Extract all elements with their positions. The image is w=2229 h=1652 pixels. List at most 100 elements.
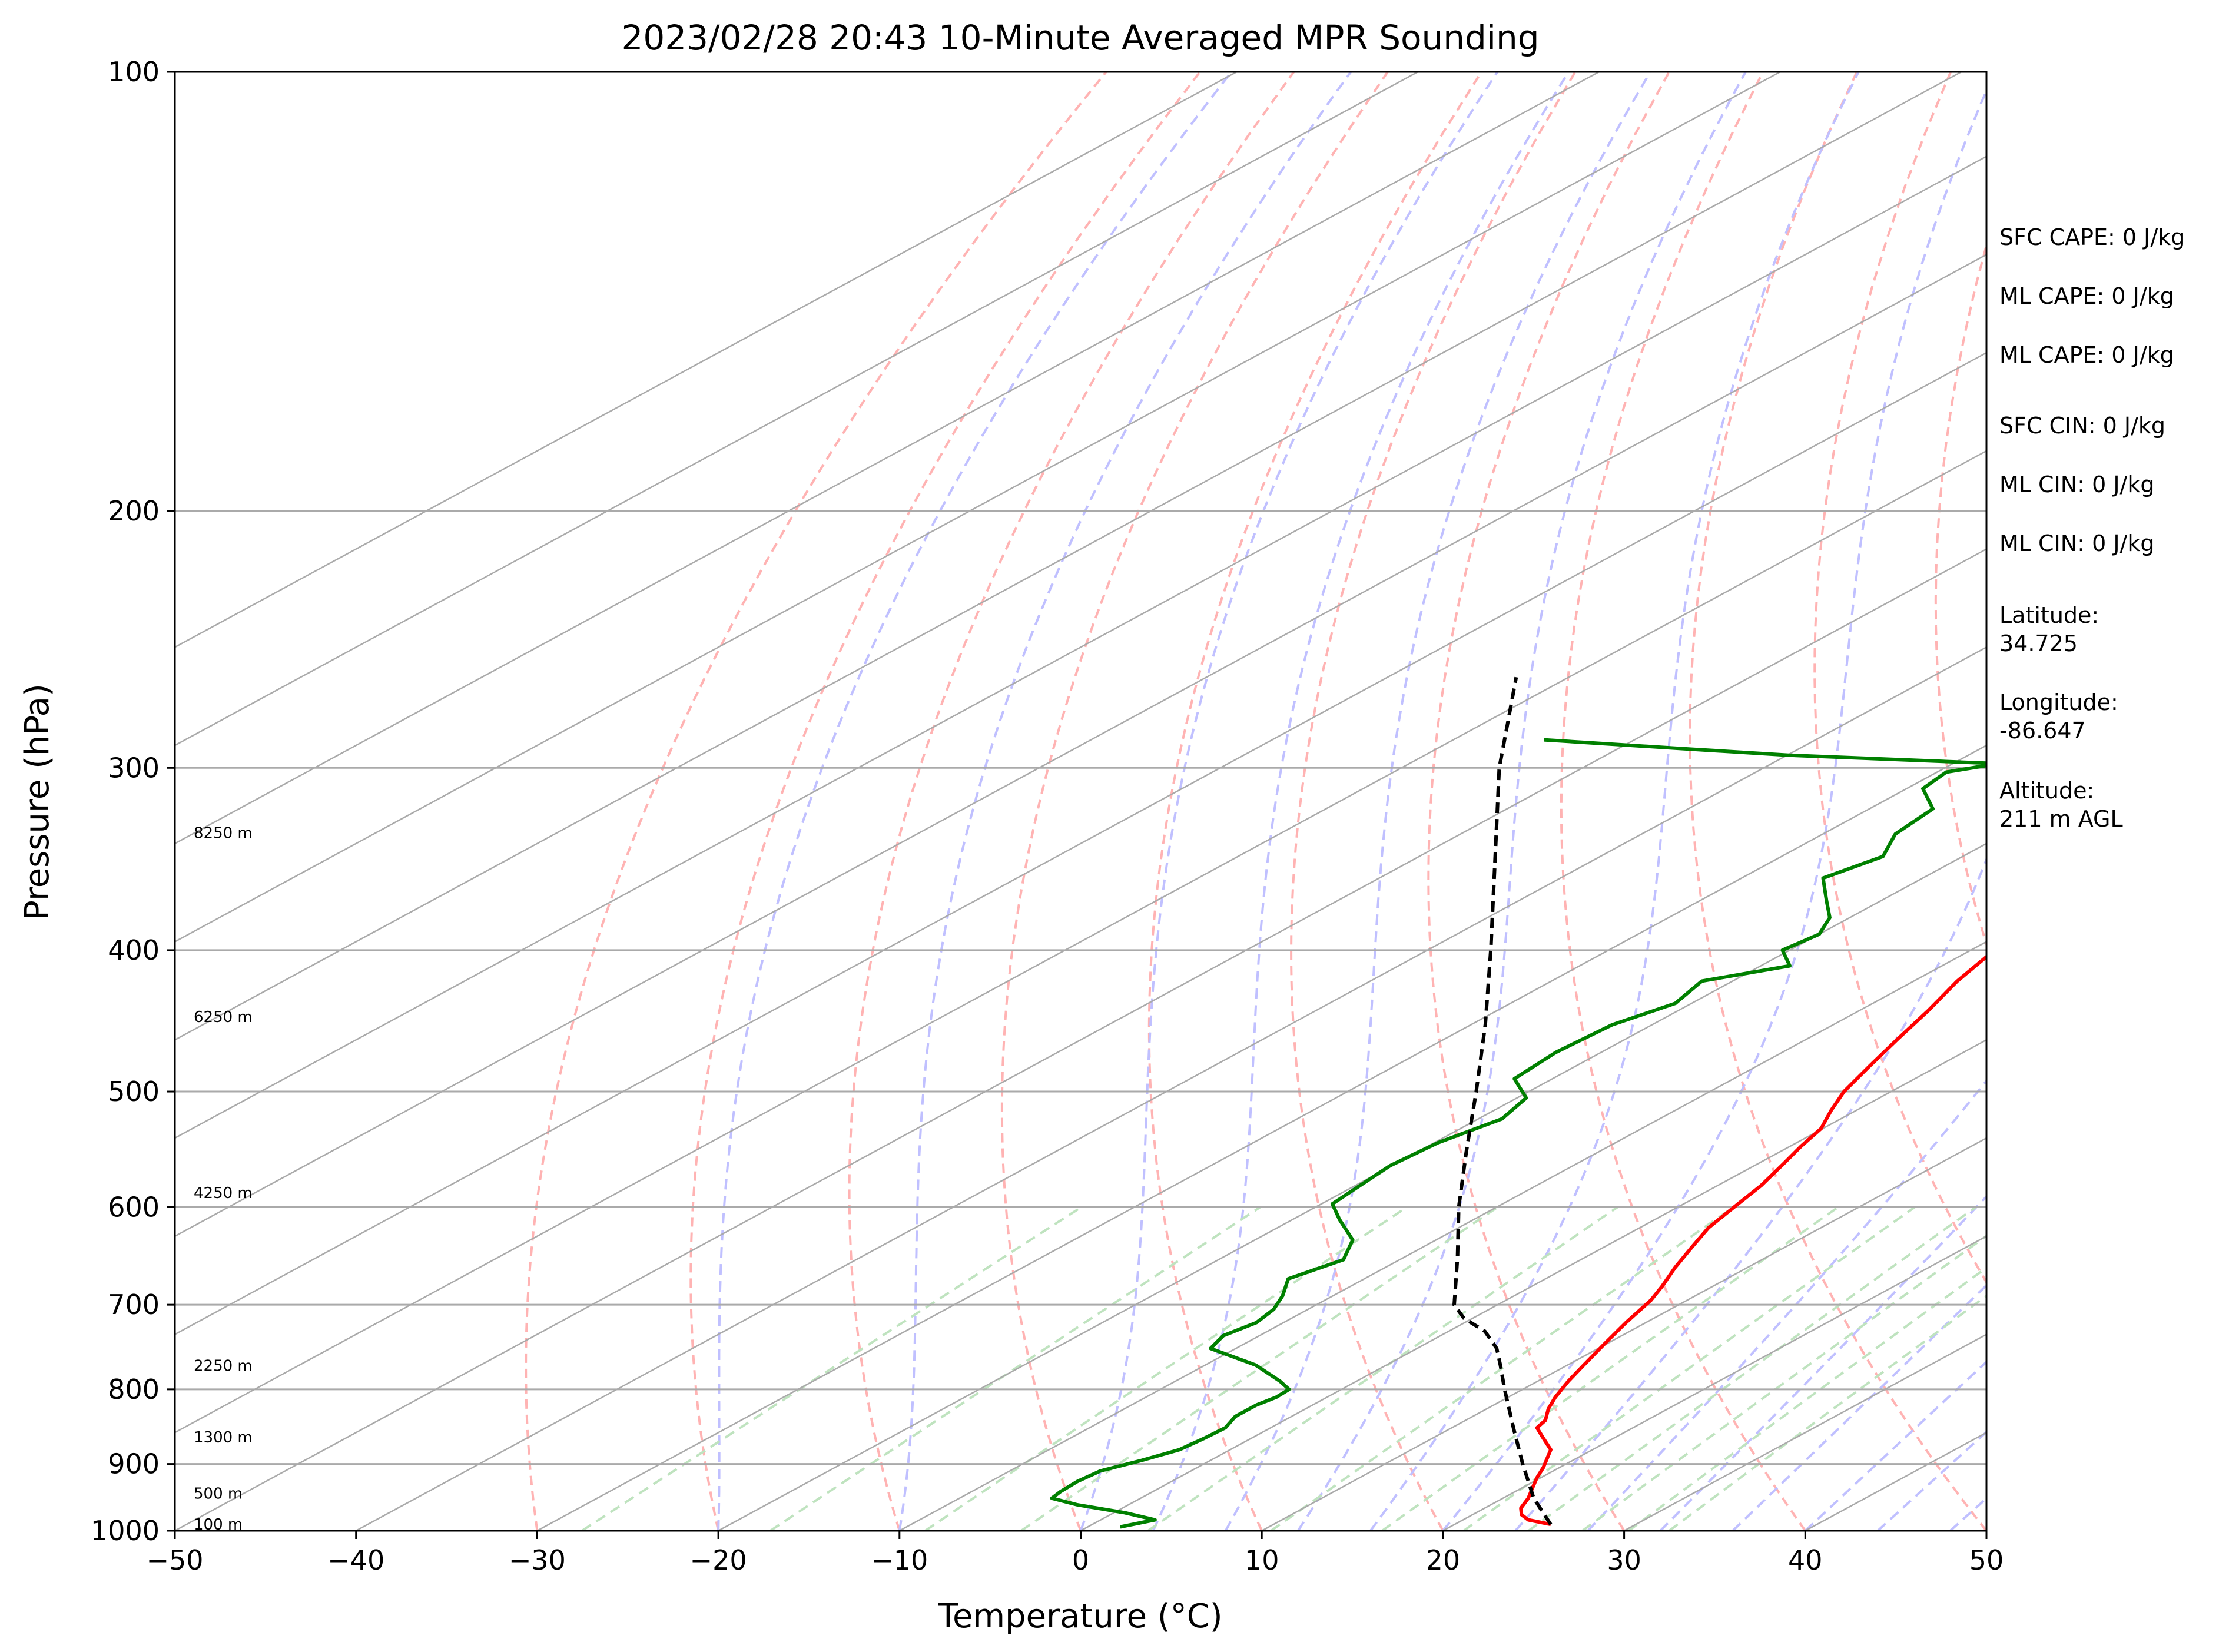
isotherm-line (536, 744, 1986, 1531)
dry-adiabat (1290, 72, 1577, 1531)
moist-adiabat (1297, 72, 1747, 1531)
isotherm-line (175, 253, 1986, 1238)
height-label: 4250 m (194, 1185, 253, 1202)
isotherm-line (175, 351, 1986, 1335)
isotherm-line (1261, 1137, 1986, 1531)
x-tick-label: 50 (1969, 1544, 2004, 1576)
dry-adiabat (1147, 72, 1482, 1531)
x-tick-label: −50 (146, 1544, 203, 1576)
isotherm-line (175, 72, 1418, 747)
dry-adiabat (1813, 72, 1986, 1285)
isotherm-line (175, 72, 1600, 845)
y-tick-label: 300 (108, 752, 160, 784)
info-panel: SFC CAPE: 0 J/kg ML CAPE: 0 J/kg ML CAPE… (1999, 224, 2185, 832)
isotherm-line (356, 646, 1986, 1531)
dry-adiabat (848, 72, 1295, 1531)
dry-adiabat (1689, 72, 1986, 1531)
isotherm-line (718, 842, 1986, 1531)
dewpoint-line (1050, 738, 1986, 1529)
x-axis-ticks: −50 −40 −30 −20 −10 0 10 20 30 40 50 (146, 1531, 2004, 1576)
isotherm-line (1442, 1235, 1986, 1531)
moist-adiabat (898, 72, 1352, 1531)
mixing-ratio-line (1528, 1206, 1977, 1531)
moist-adiabat (1442, 88, 1986, 1531)
y-tick-label: 800 (108, 1374, 160, 1405)
height-label: 100 m (194, 1516, 243, 1534)
x-tick-label: −10 (871, 1544, 928, 1576)
isotherm-line (899, 941, 1986, 1531)
ml-cin-text-2: ML CIN: 0 J/kg (1999, 530, 2154, 556)
longitude-label: Longitude: (1999, 689, 2118, 715)
mixing-ratio-line (1147, 1206, 1618, 1531)
height-label: 8250 m (194, 824, 253, 842)
dry-adiabat (1427, 72, 1670, 1531)
x-tick-label: −40 (327, 1544, 384, 1576)
isotherm-line (175, 450, 1986, 1434)
y-tick-label: 200 (108, 495, 160, 527)
x-tick-label: −20 (690, 1544, 747, 1576)
altitude-label: Altitude: (1999, 778, 2094, 804)
dry-adiabat (1000, 72, 1389, 1531)
sounding-lines (1050, 676, 1986, 1529)
mixing-ratio-line (1628, 1266, 1986, 1531)
height-labels: 100 m 500 m 1300 m 2250 m 4250 m 6250 m 8250 m (194, 824, 253, 1534)
altitude-value: 211 m AGL (1999, 806, 2123, 832)
height-label: 500 m (194, 1485, 243, 1503)
x-tick-label: 20 (1426, 1544, 1461, 1576)
isotherm-line (175, 155, 1986, 1139)
height-label: 1300 m (194, 1429, 253, 1447)
y-tick-label: 600 (108, 1191, 160, 1223)
moist-adiabat (1079, 72, 1499, 1531)
isotherm-line (175, 72, 1781, 943)
moist-adiabat (1369, 72, 1860, 1531)
dry-adiabat (1560, 72, 1806, 1531)
ml-cape-text-2: ML CAPE: 0 J/kg (1999, 342, 2174, 368)
moist-adiabat (1587, 1079, 1986, 1531)
y-tick-label: 100 (108, 56, 160, 88)
isotherm-line (175, 72, 1238, 648)
mixing-ratio-line (581, 1206, 1082, 1531)
moist-adiabat (1514, 856, 1986, 1531)
y-axis-label: Pressure (hPa) (18, 684, 57, 920)
latitude-label: Latitude: (1999, 602, 2099, 628)
y-tick-label: 1000 (91, 1515, 160, 1547)
moist-adiabat (1659, 1195, 1986, 1531)
x-tick-label: 40 (1788, 1544, 1823, 1576)
plot-frame (174, 71, 1988, 1532)
mixing-ratio-line (1581, 1234, 1986, 1531)
sfc-cin-text: SFC CIN: 0 J/kg (1999, 413, 2165, 439)
sfc-cape-text: SFC CAPE: 0 J/kg (1999, 224, 2185, 250)
height-label: 2250 m (194, 1358, 253, 1375)
y-axis-ticks: 1000 900 800 700 600 500 400 300 200 100 (91, 56, 175, 1547)
x-tick-label: 0 (1072, 1544, 1089, 1576)
x-tick-label: 30 (1607, 1544, 1641, 1576)
y-tick-label: 400 (108, 934, 160, 966)
ml-cape-text: ML CAPE: 0 J/kg (1999, 283, 2174, 309)
isotherm-line (1080, 1039, 1986, 1531)
ml-cin-text: ML CIN: 0 J/kg (1999, 472, 2154, 497)
isotherm-line (175, 72, 1962, 1041)
longitude-value: -86.647 (1999, 718, 2086, 744)
mixing-ratio-line (1270, 1206, 1734, 1531)
dry-adiabat (2168, 72, 2229, 1531)
y-tick-label: 700 (108, 1289, 160, 1321)
x-tick-label: 10 (1245, 1544, 1279, 1576)
parcel-profile-line (1452, 676, 1553, 1525)
isotherm-line (2168, 72, 2229, 1531)
mixing-ratio-line (769, 1206, 1261, 1531)
pressure-gridlines (175, 71, 1986, 1532)
moist-adiabat (1224, 72, 1651, 1531)
moist-adiabat (1152, 72, 1570, 1531)
height-label: 6250 m (194, 1009, 253, 1026)
chart-title: 2023/02/28 20:43 10-Minute Averaged MPR … (621, 18, 1539, 58)
isotherm-line (175, 548, 1986, 1531)
x-tick-label: −30 (509, 1544, 566, 1576)
mixing-ratio-line (1020, 1206, 1499, 1531)
moist-adiabat (717, 72, 1233, 1531)
background-lines (175, 72, 2229, 1531)
mixing-ratio-line (924, 1206, 1408, 1531)
mixing-ratio-line (1669, 1294, 1986, 1531)
temperature-line (1519, 954, 1986, 1527)
latitude-value: 34.725 (1999, 631, 2078, 656)
